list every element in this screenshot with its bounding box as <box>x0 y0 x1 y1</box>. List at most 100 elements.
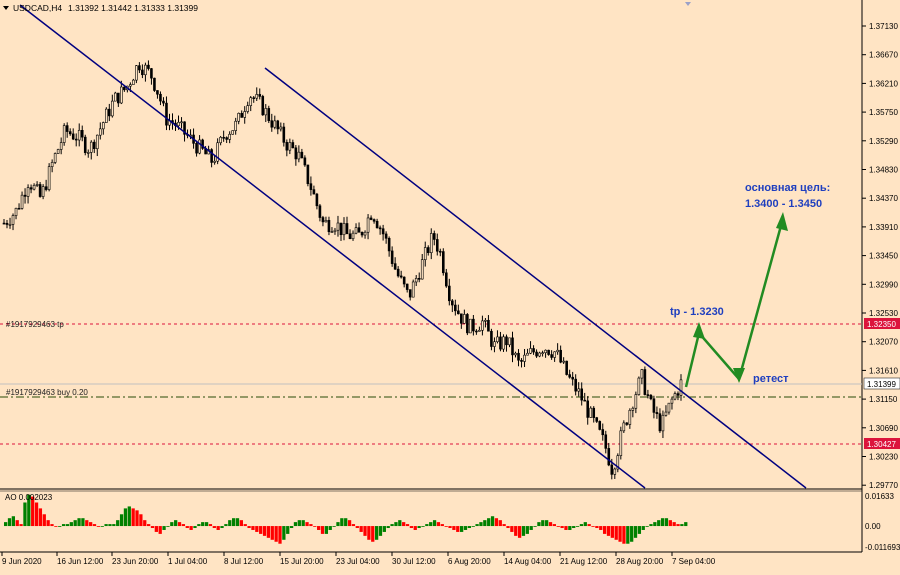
ao-bar <box>448 526 452 529</box>
ao-bar <box>440 524 444 527</box>
candle-body <box>156 90 159 95</box>
ao-bar <box>378 526 383 536</box>
candle-body <box>32 185 36 190</box>
candle-body <box>354 227 358 234</box>
ao-bar <box>467 526 471 529</box>
ao-bar <box>402 522 406 527</box>
ao-bar <box>575 526 580 527</box>
ao-bar <box>270 526 274 540</box>
candle-body <box>132 79 135 85</box>
ao-bar <box>363 526 367 536</box>
ao-bar <box>96 526 101 527</box>
candle-body <box>2 222 6 225</box>
ao-bar <box>382 526 386 532</box>
candle-body <box>676 393 680 396</box>
candle-body <box>622 422 626 432</box>
svg-text:1.32350: 1.32350 <box>867 320 896 329</box>
candle-body <box>366 217 370 233</box>
candle-body <box>661 414 665 432</box>
candle-body <box>105 108 108 123</box>
candle-body <box>502 336 505 350</box>
time-tick-label: 7 Sep 04:00 <box>672 557 716 566</box>
candle-body <box>249 97 253 106</box>
candle-body <box>390 250 394 264</box>
ao-bar <box>610 526 614 538</box>
candle-body <box>351 232 355 240</box>
candle-body <box>243 111 247 118</box>
ao-bar <box>247 526 251 529</box>
ao-bar <box>73 520 77 527</box>
candle-body <box>541 352 544 355</box>
candle-body <box>108 108 111 117</box>
candle-body <box>294 147 298 160</box>
candle-body <box>261 96 265 116</box>
channel-upper-line[interactable] <box>264 67 807 489</box>
candle-body <box>255 94 259 99</box>
tp-order-label[interactable]: #1917929463 tp <box>6 320 64 329</box>
price-tick-label: 1.37130 <box>869 22 898 31</box>
candle-body <box>405 283 409 290</box>
candle-body <box>345 223 349 235</box>
candle-body <box>324 220 328 223</box>
candle-body <box>613 468 617 475</box>
candle-body <box>225 137 228 140</box>
ao-bar <box>135 510 139 527</box>
ao-bar <box>197 524 201 527</box>
ao-bar <box>27 494 31 527</box>
price-axis[interactable]: 1.37130 1.36670 1.36210 1.35750 1.35290 1.348… <box>862 22 898 490</box>
time-tick-label: 30 Jul 12:00 <box>392 557 436 566</box>
ao-bar <box>568 526 572 530</box>
candle-body <box>44 186 48 190</box>
ao-bar <box>38 508 43 527</box>
ao-bar <box>657 520 661 527</box>
candle-body <box>327 220 331 233</box>
forecast-path <box>684 221 784 388</box>
ao-bar <box>212 526 216 529</box>
time-axis[interactable]: 9 Jun 2020 16 Jun 12:00 23 Jun 20:00 1 Jul … <box>1 552 716 566</box>
candle-body <box>490 330 493 347</box>
ao-bar <box>552 524 557 527</box>
price-tick-label: 1.30230 <box>869 453 898 462</box>
ohlc-readout: 1.31392 1.31442 1.31333 1.31399 <box>68 3 198 13</box>
candle-body <box>300 151 304 159</box>
shift-marker-icon[interactable] <box>685 2 691 6</box>
time-tick-label: 15 Jul 20:00 <box>280 557 324 566</box>
candle-body <box>237 113 240 122</box>
ao-bar <box>278 526 282 544</box>
ao-bar <box>556 526 560 527</box>
ao-bar <box>259 526 263 534</box>
ao-bar <box>533 526 537 527</box>
price-tick-label: 1.31150 <box>869 395 898 404</box>
ao-label: AO 0.002023 <box>5 493 53 502</box>
buy-order-label[interactable]: #1917929463 buy 0.20 <box>6 388 88 397</box>
candle-body <box>547 349 550 355</box>
candle-body <box>101 122 105 130</box>
candle-body <box>664 411 668 416</box>
ao-bar <box>166 526 170 527</box>
ao-bar <box>150 526 155 529</box>
candle-body <box>65 125 69 132</box>
candle-body <box>83 136 87 153</box>
ao-bar <box>633 526 638 538</box>
ao-bar <box>340 518 344 527</box>
channel-lower-line[interactable] <box>19 4 646 489</box>
candle-body <box>475 330 478 333</box>
candle-body <box>303 157 307 166</box>
candle-body <box>601 429 605 436</box>
ao-bar <box>50 524 54 527</box>
time-tick-label: 28 Aug 20:00 <box>616 557 664 566</box>
ao-bar <box>216 526 220 530</box>
candle-body <box>565 360 568 375</box>
dropdown-triangle-icon[interactable] <box>3 6 9 10</box>
ao-bar <box>506 526 510 529</box>
candle-body <box>423 247 427 260</box>
candle-body <box>559 349 562 363</box>
candle-body <box>98 128 102 136</box>
candle-body <box>616 455 620 470</box>
candle-body <box>460 313 463 324</box>
ao-bar <box>301 520 305 527</box>
time-tick-label: 23 Jun 20:00 <box>112 557 159 566</box>
svg-text:0.00: 0.00 <box>865 522 881 531</box>
